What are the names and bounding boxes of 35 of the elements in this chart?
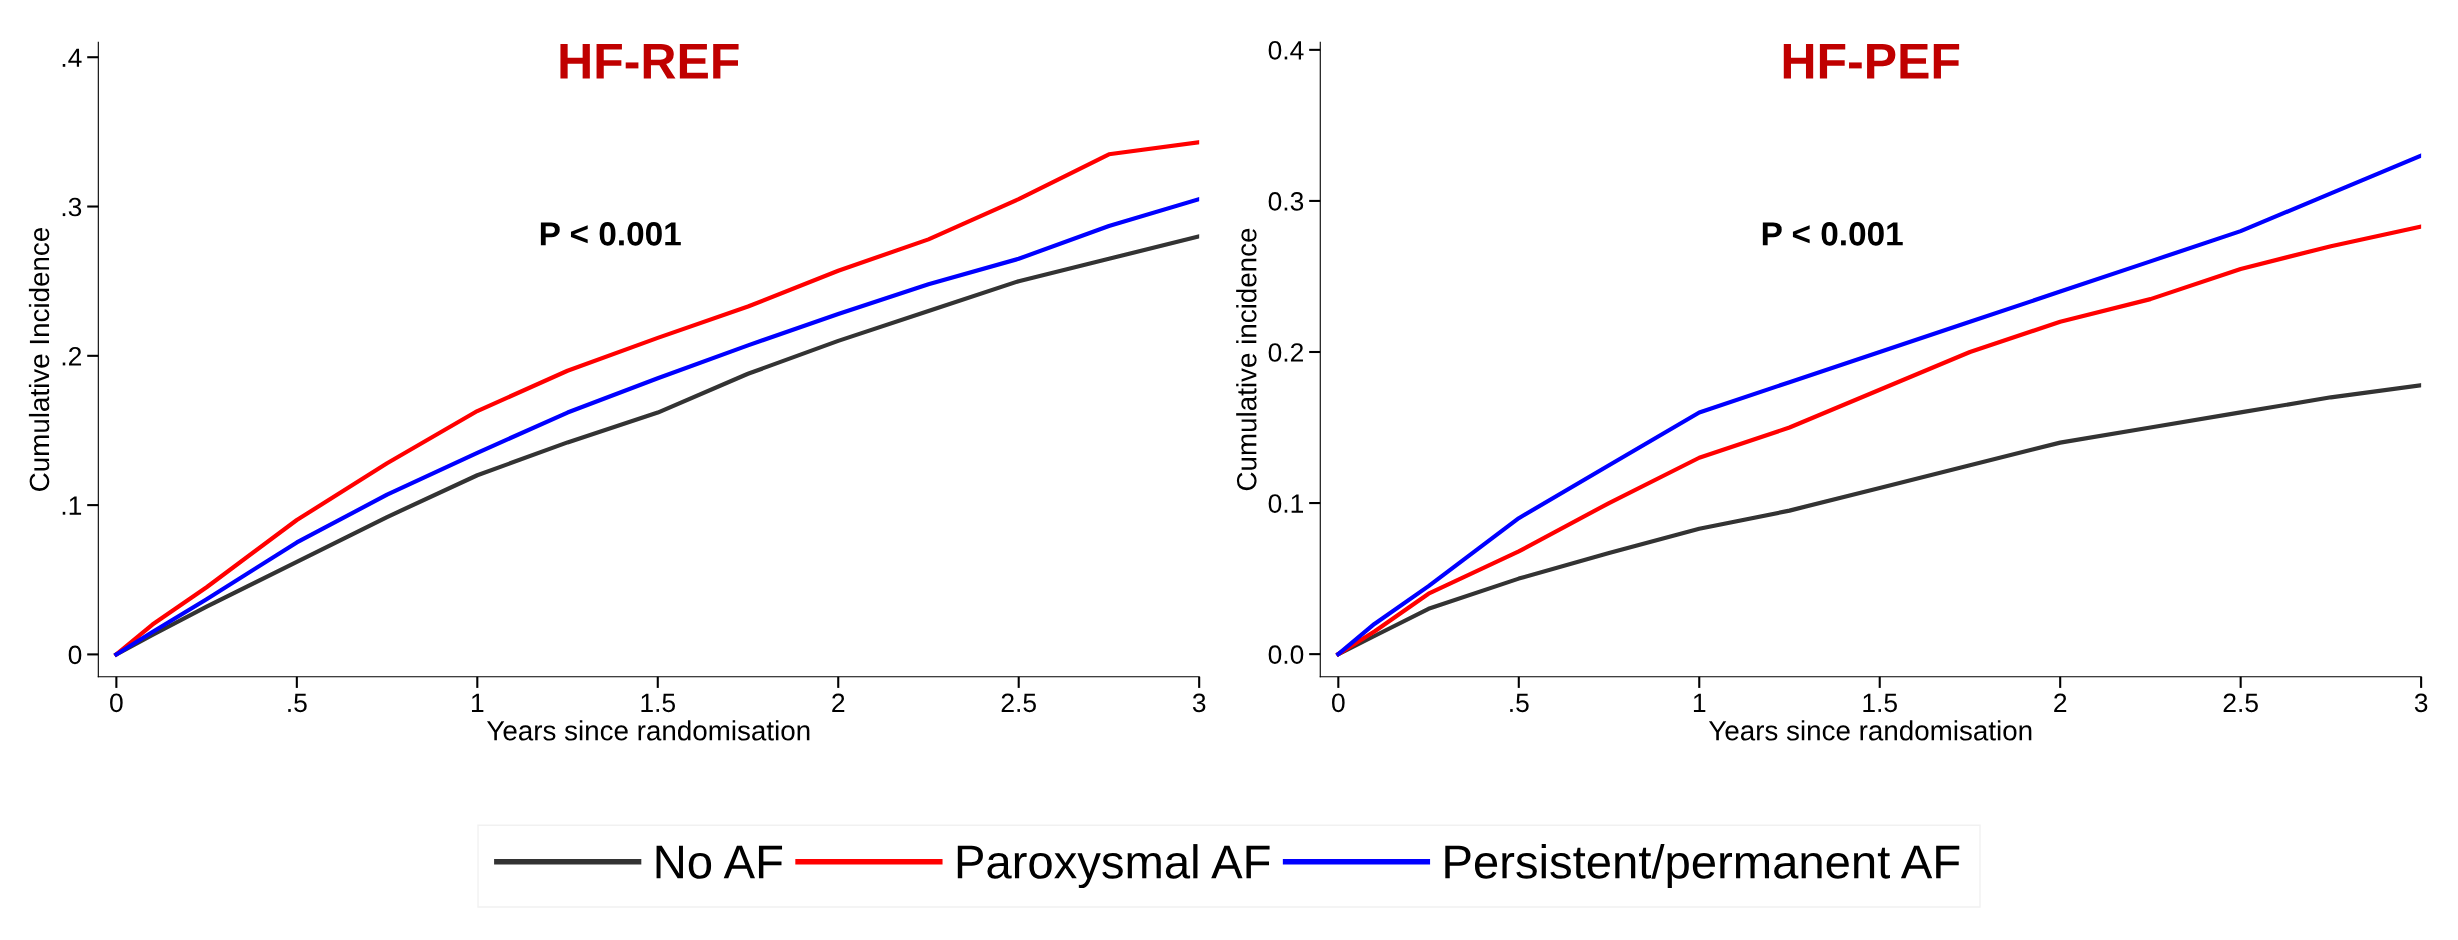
- x-tick-label: 0: [1332, 693, 1345, 713]
- x-tick-label: 2.5: [1001, 693, 1036, 713]
- x-tick-label: 0: [110, 693, 123, 713]
- legend-label: No AF: [656, 845, 783, 879]
- x-axis-title: Years since randomisation: [1708, 720, 2032, 741]
- y-tick-label: 0.2: [1268, 343, 1303, 362]
- y-tick-label: 0.0: [1268, 645, 1304, 664]
- legend-label: Persistent/permanent AF: [1445, 844, 1960, 889]
- chart-title: HF-REF: [560, 43, 739, 79]
- chart-title: HF-PEF: [1783, 43, 1960, 79]
- legend-label: Paroxysmal AF: [957, 844, 1270, 889]
- y-tick-label: 0.3: [1268, 192, 1304, 211]
- y-tick-label: 0: [68, 645, 82, 665]
- x-tick-label: .5: [288, 693, 307, 713]
- x-tick-label: 2: [832, 693, 845, 712]
- y-tick-label: .3: [62, 197, 82, 217]
- x-tick-label: 2: [2054, 693, 2067, 712]
- x-tick-label: 1.5: [641, 693, 676, 713]
- x-tick-label: 3: [1192, 693, 1206, 713]
- x-axis-title: Years since randomisation: [486, 720, 810, 741]
- annotation: P < 0.001: [540, 222, 681, 246]
- y-axis-title: Cumulative Incidence: [28, 227, 50, 491]
- x-tick-label: 1.5: [1863, 693, 1897, 713]
- x-tick-label: .5: [1510, 693, 1529, 713]
- y-axis-title: Cumulative incidence: [1236, 228, 1257, 491]
- y-tick-label: 0.4: [1268, 40, 1304, 60]
- y-tick-label: .1: [62, 496, 82, 515]
- x-tick-label: 1: [471, 693, 484, 712]
- y-tick-label: 0.1: [1268, 494, 1304, 513]
- y-tick-label: .2: [62, 346, 82, 366]
- x-tick-label: 3: [2414, 693, 2428, 713]
- x-tick-label: 2.5: [2223, 693, 2258, 713]
- x-tick-label: 1: [1693, 693, 1706, 712]
- y-tick-label: .4: [62, 48, 82, 67]
- annotation: P < 0.001: [1762, 222, 1903, 246]
